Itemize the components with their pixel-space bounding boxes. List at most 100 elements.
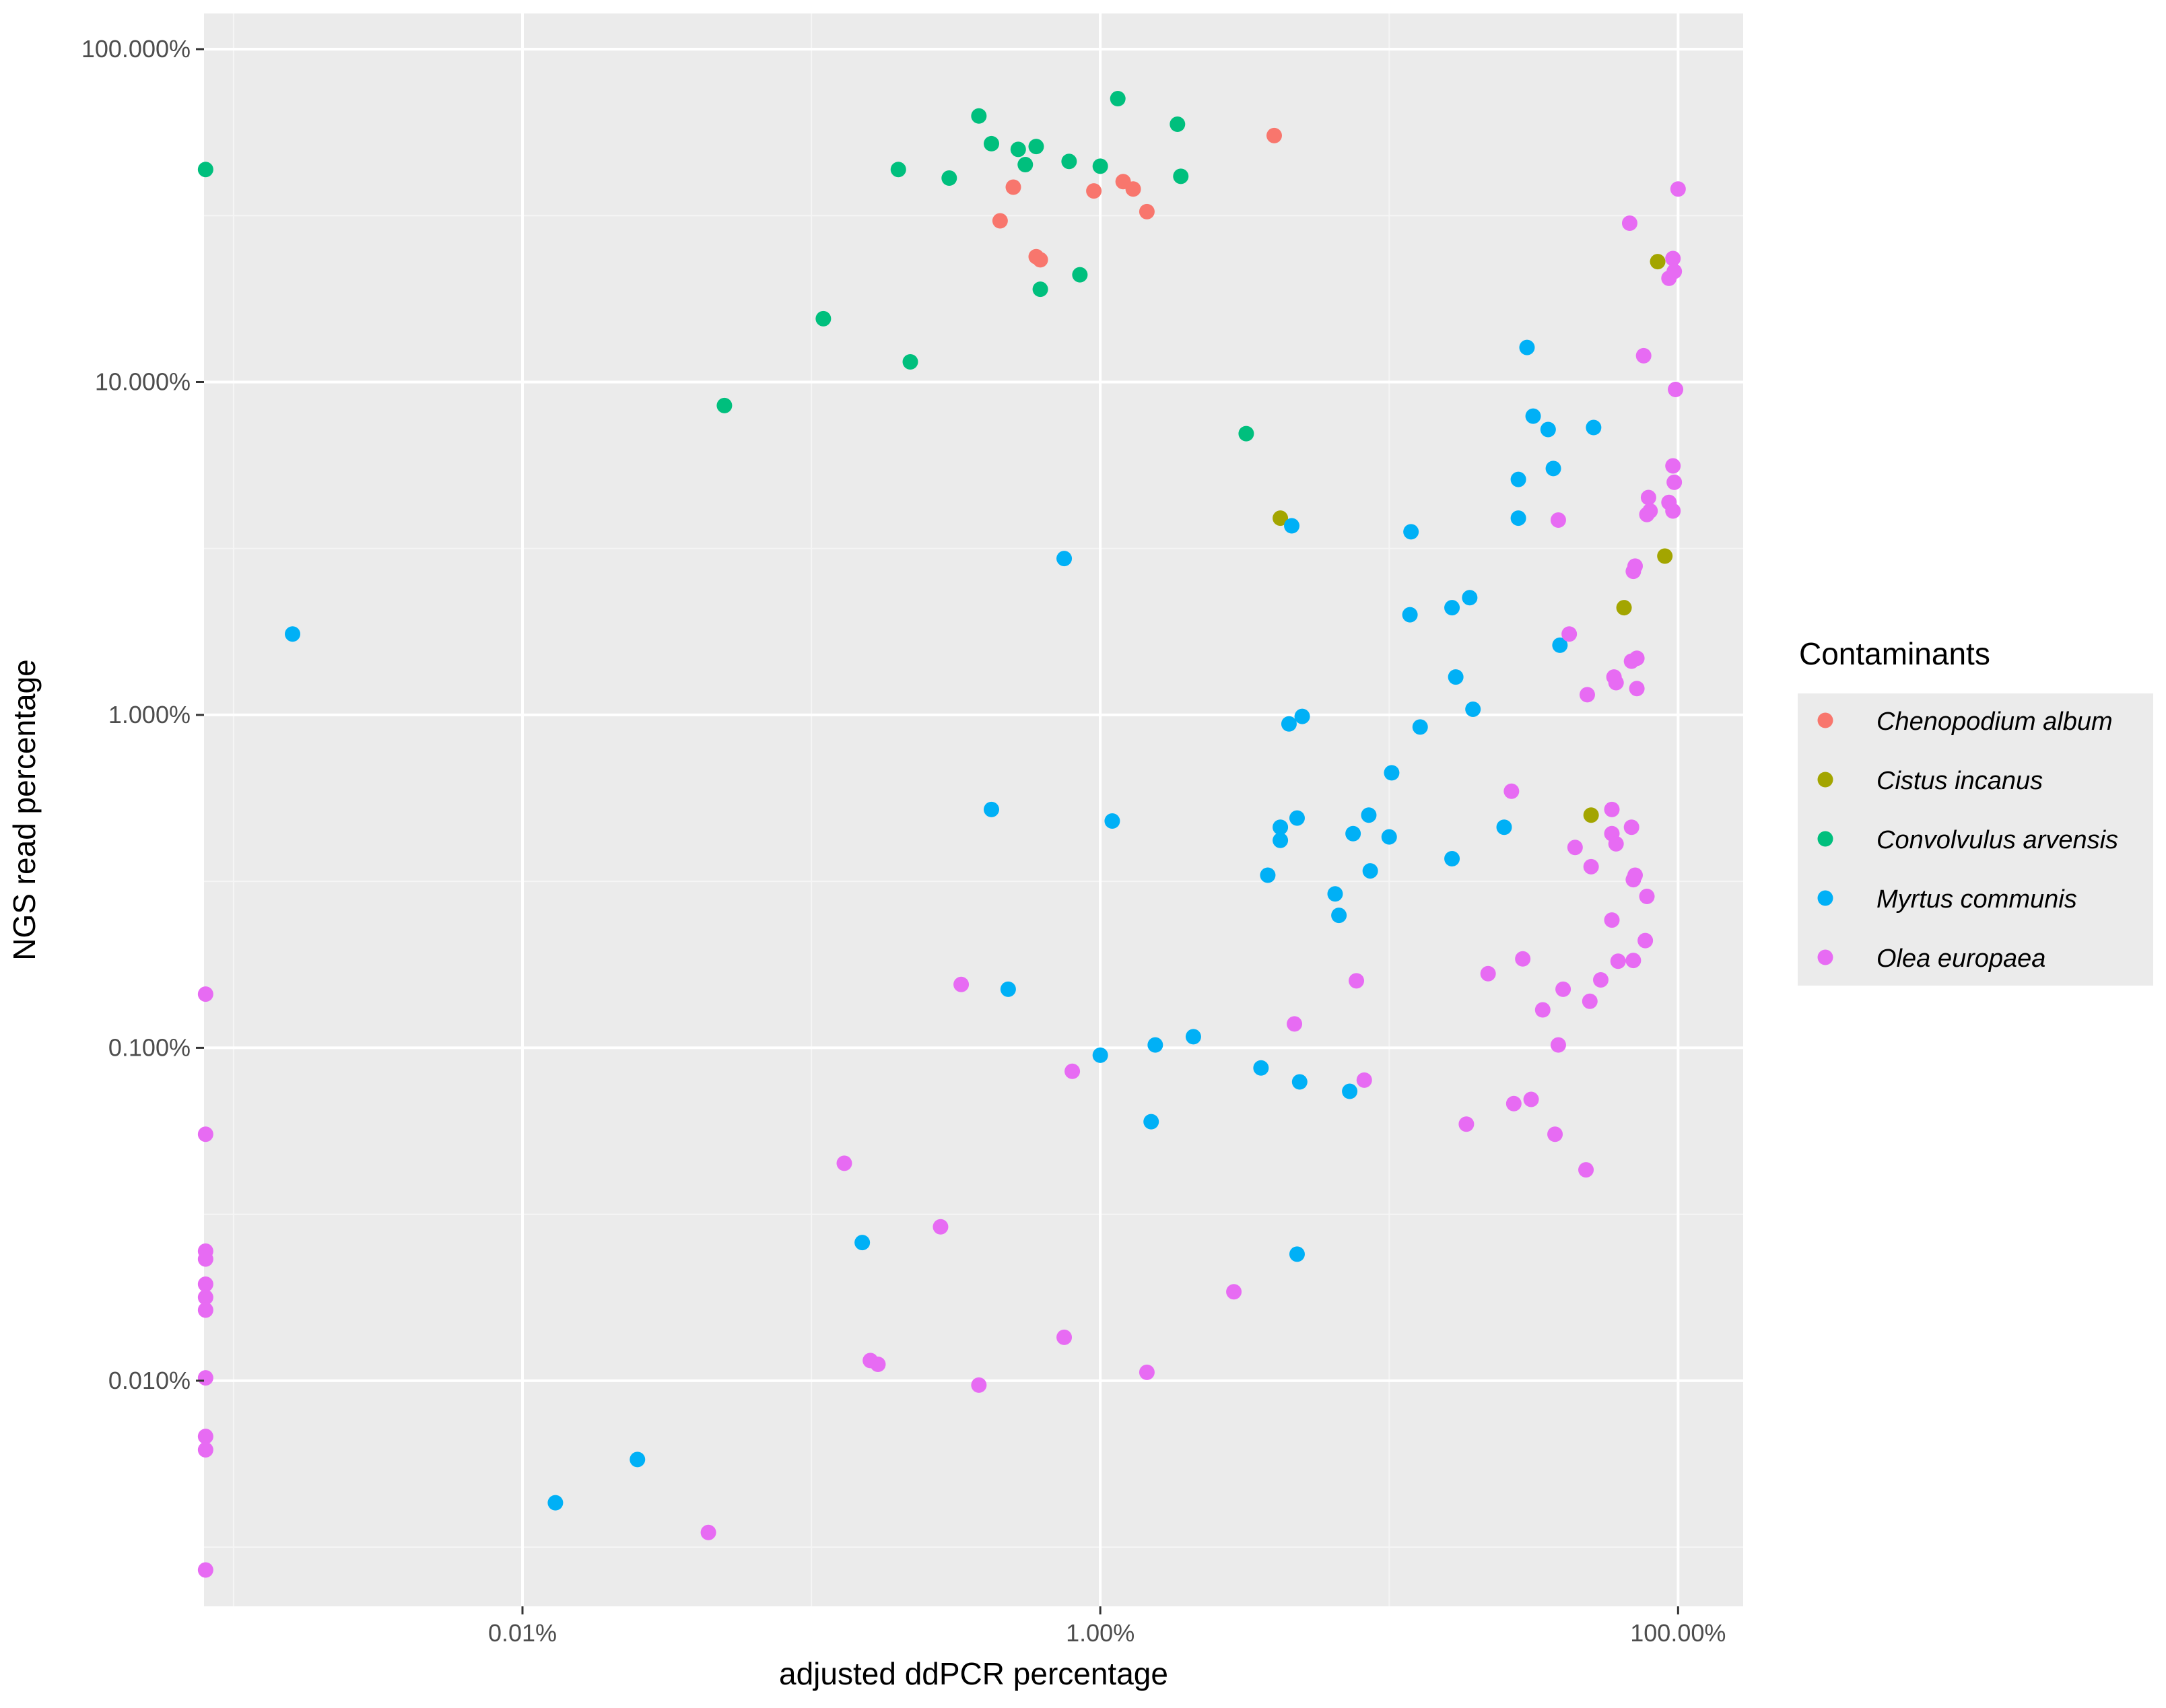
- point-olea-europaea: [1610, 953, 1626, 969]
- point-myrtus-communis: [1294, 708, 1310, 724]
- point-olea-europaea: [1583, 858, 1599, 875]
- point-olea-europaea: [971, 1377, 987, 1393]
- point-myrtus-communis: [1510, 510, 1526, 526]
- point-chenopodium-album: [1005, 179, 1021, 195]
- point-myrtus-communis: [1291, 1074, 1308, 1090]
- point-olea-europaea: [1604, 801, 1620, 817]
- legend-key-cistus-incanus: [1817, 772, 1833, 788]
- point-olea-europaea: [1670, 181, 1686, 197]
- point-convolvulus-arvensis: [890, 162, 906, 178]
- point-olea-europaea: [1287, 1016, 1303, 1032]
- legend-label-cistus-incanus: Cistus incanus: [1876, 767, 2043, 795]
- point-olea-europaea: [197, 1562, 213, 1578]
- legend-title: Contaminants: [1799, 636, 1990, 671]
- point-myrtus-communis: [1412, 719, 1428, 735]
- point-myrtus-communis: [1273, 819, 1289, 835]
- x-axis-title: adjusted ddPCR percentage: [779, 1656, 1168, 1691]
- legend-key-olea-europaea: [1817, 949, 1833, 965]
- point-chenopodium-album: [1266, 127, 1282, 143]
- point-myrtus-communis: [1465, 702, 1481, 718]
- point-olea-europaea: [870, 1357, 886, 1373]
- point-myrtus-communis: [547, 1495, 564, 1511]
- point-myrtus-communis: [1273, 832, 1289, 848]
- point-olea-europaea: [1666, 263, 1683, 279]
- point-myrtus-communis: [1402, 607, 1418, 623]
- point-myrtus-communis: [1540, 421, 1556, 438]
- grid-minor: [204, 13, 1743, 1606]
- legend: Contaminants Chenopodium album Cistus inc…: [1798, 636, 2153, 986]
- point-convolvulus-arvensis: [1238, 425, 1254, 442]
- point-olea-europaea: [1593, 971, 1609, 988]
- point-olea-europaea: [1635, 347, 1652, 364]
- point-olea-europaea: [197, 986, 213, 1002]
- point-myrtus-communis: [1362, 863, 1378, 879]
- plot-panel: [204, 13, 1743, 1606]
- point-chenopodium-album: [1125, 181, 1141, 197]
- point-convolvulus-arvensis: [815, 310, 832, 327]
- point-myrtus-communis: [1000, 981, 1016, 997]
- point-myrtus-communis: [1444, 850, 1460, 866]
- point-myrtus-communis: [1496, 819, 1512, 835]
- point-olea-europaea: [197, 1126, 213, 1142]
- point-convolvulus-arvensis: [197, 162, 213, 178]
- point-olea-europaea: [1621, 215, 1637, 232]
- point-olea-europaea: [1515, 951, 1531, 967]
- point-olea-europaea: [1582, 993, 1598, 1009]
- point-myrtus-communis: [1403, 524, 1419, 540]
- legend-label-olea-europaea: Olea europaea: [1876, 945, 2045, 973]
- legend-key-myrtus-communis: [1817, 890, 1833, 906]
- point-olea-europaea: [1665, 503, 1681, 519]
- point-olea-europaea: [1608, 835, 1624, 852]
- point-convolvulus-arvensis: [971, 108, 987, 124]
- point-myrtus-communis: [1525, 408, 1541, 424]
- point-olea-europaea: [1579, 687, 1595, 703]
- point-olea-europaea: [1629, 650, 1645, 667]
- point-myrtus-communis: [1342, 1083, 1358, 1099]
- point-myrtus-communis: [1444, 600, 1460, 616]
- legend-key-background: [1798, 693, 2153, 986]
- point-myrtus-communis: [1056, 551, 1073, 567]
- point-myrtus-communis: [984, 801, 1000, 817]
- point-olea-europaea: [197, 1276, 213, 1292]
- point-myrtus-communis: [854, 1235, 871, 1251]
- point-myrtus-communis: [1361, 807, 1377, 823]
- point-convolvulus-arvensis: [1061, 153, 1077, 170]
- point-convolvulus-arvensis: [1032, 281, 1048, 298]
- point-olea-europaea: [1627, 558, 1644, 574]
- point-convolvulus-arvensis: [1028, 139, 1044, 155]
- point-olea-europaea: [1665, 250, 1681, 267]
- point-myrtus-communis: [1331, 908, 1347, 924]
- point-myrtus-communis: [285, 626, 301, 642]
- point-myrtus-communis: [1289, 810, 1305, 826]
- point-olea-europaea: [1666, 474, 1683, 490]
- point-cistus-incanus: [1657, 548, 1673, 564]
- point-olea-europaea: [1064, 1063, 1081, 1079]
- point-olea-europaea: [1608, 675, 1624, 691]
- point-olea-europaea: [1665, 458, 1681, 474]
- point-myrtus-communis: [1147, 1037, 1163, 1053]
- point-convolvulus-arvensis: [1092, 158, 1108, 174]
- point-olea-europaea: [1349, 973, 1365, 989]
- point-myrtus-communis: [1281, 716, 1297, 732]
- point-myrtus-communis: [630, 1451, 646, 1468]
- point-olea-europaea: [1640, 489, 1656, 506]
- point-chenopodium-album: [1032, 252, 1048, 268]
- y-axis: 0.010% 0.100% 1.000% 10.000% 100.000%: [81, 35, 204, 1394]
- point-olea-europaea: [197, 1442, 213, 1458]
- point-myrtus-communis: [1381, 829, 1397, 845]
- point-myrtus-communis: [1260, 867, 1276, 883]
- x-axis: 0.01% 1.00% 100.00%: [488, 1606, 1726, 1647]
- point-myrtus-communis: [1448, 669, 1464, 685]
- data-points: [197, 91, 1686, 1578]
- point-olea-europaea: [1139, 1364, 1155, 1380]
- point-myrtus-communis: [1384, 765, 1400, 781]
- point-myrtus-communis: [1462, 590, 1478, 606]
- point-myrtus-communis: [1552, 637, 1568, 653]
- point-convolvulus-arvensis: [1110, 91, 1126, 107]
- point-myrtus-communis: [1345, 825, 1361, 842]
- point-myrtus-communis: [1519, 339, 1535, 355]
- point-olea-europaea: [1578, 1162, 1594, 1178]
- point-olea-europaea: [1503, 783, 1520, 799]
- point-olea-europaea: [836, 1155, 852, 1171]
